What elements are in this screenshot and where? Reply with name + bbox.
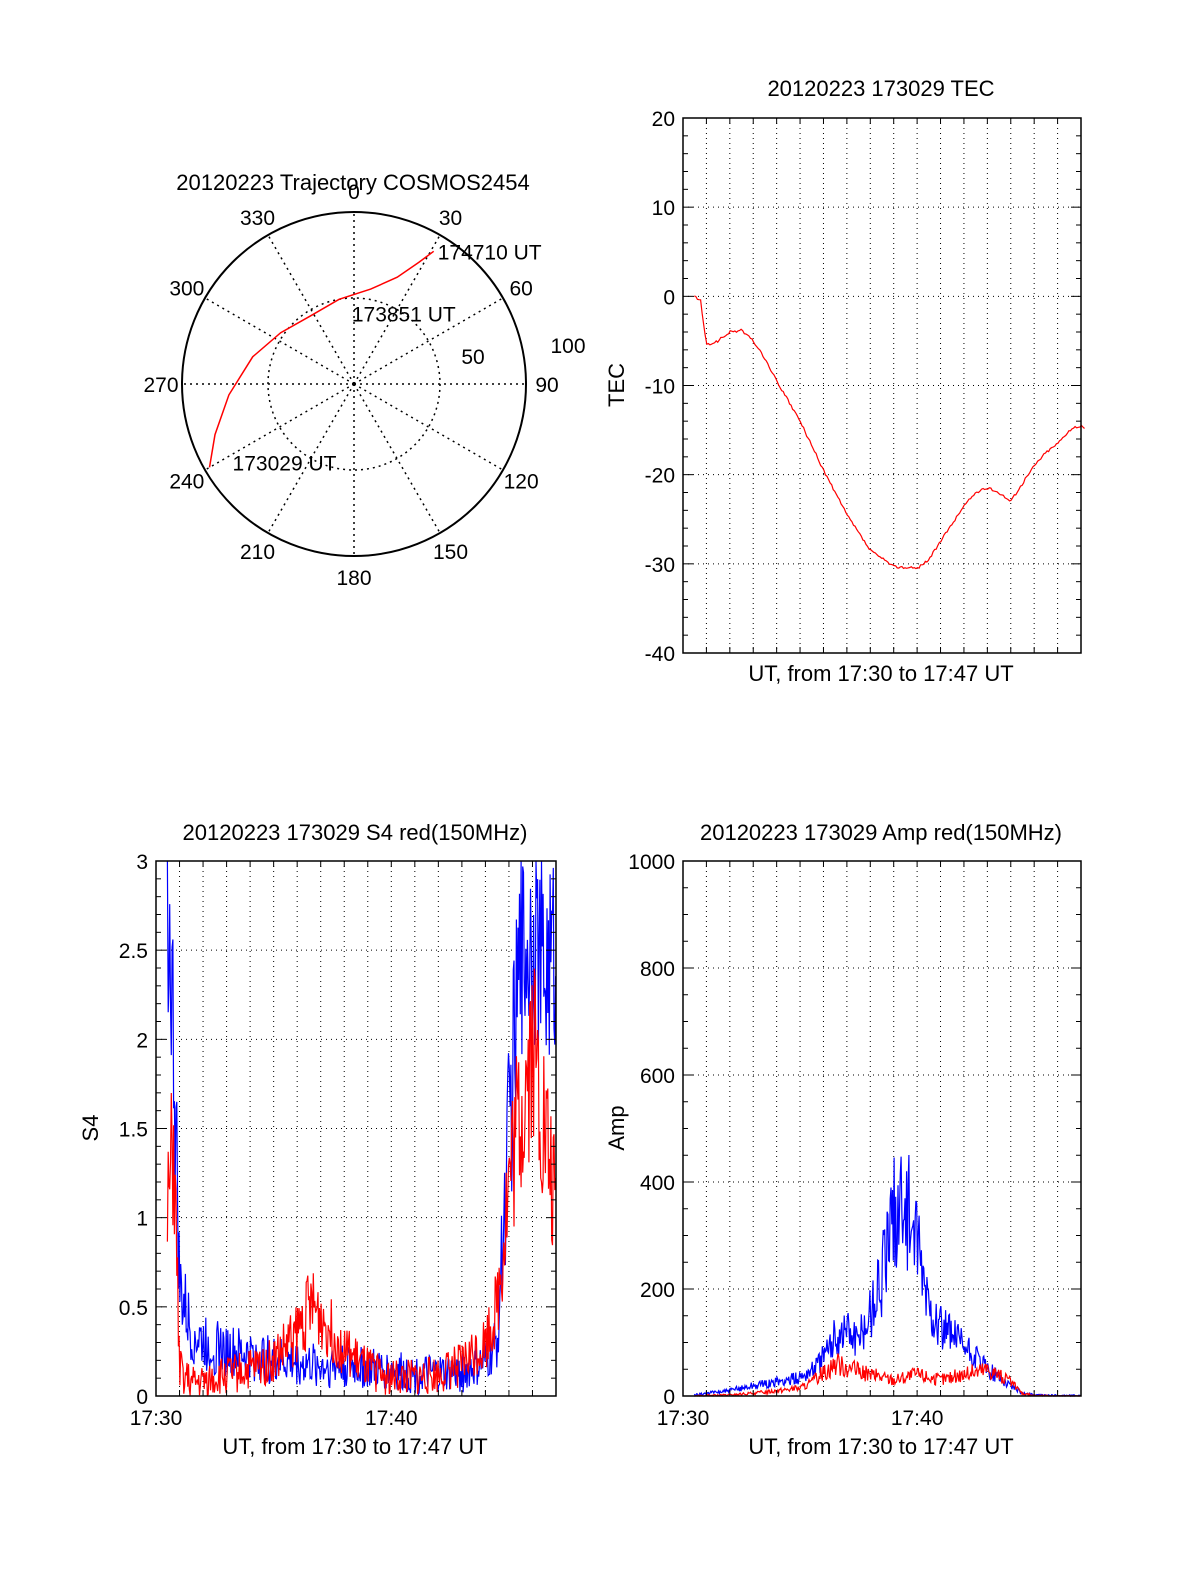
polar-azimuth-label: 210 — [240, 541, 275, 564]
trajectory-line — [208, 250, 435, 468]
trajectory-annotation: 173851 UT — [352, 304, 456, 327]
series-line — [166, 860, 557, 1397]
x-tick-label: 17:30 — [130, 1407, 183, 1430]
polar-azimuth-label: 120 — [504, 471, 539, 494]
y-tick-label: 0 — [136, 1386, 148, 1409]
y-tick-label: -40 — [645, 643, 675, 666]
tec-title: 20120223 173029 TEC — [767, 76, 994, 101]
polar-azimuth-label: 30 — [439, 207, 462, 230]
s4-ylabel: S4 — [78, 1115, 103, 1142]
x-tick-label: 17:30 — [657, 1407, 710, 1430]
series-line — [694, 295, 1085, 570]
y-tick-label: 2 — [136, 1029, 148, 1052]
polar-spoke — [353, 234, 441, 385]
tec-ylabel: TEC — [604, 363, 629, 407]
polar-azimuth-label: 270 — [143, 374, 178, 397]
y-tick-label: 0 — [663, 286, 675, 309]
polar-azimuth-label: 330 — [240, 207, 275, 230]
y-tick-label: 600 — [640, 1065, 675, 1088]
amp-ylabel: Amp — [604, 1105, 629, 1150]
polar-outer-ring — [181, 211, 527, 557]
trajectory-annotation: 173029 UT — [233, 452, 337, 475]
x-tick-label: 17:40 — [365, 1407, 418, 1430]
trajectory-annotation: 174710 UT — [438, 241, 542, 264]
y-tick-label: 800 — [640, 958, 675, 981]
polar-azimuth-label: 60 — [509, 278, 532, 301]
series-line — [694, 1353, 1081, 1397]
polar-azimuth-label: 0 — [348, 181, 360, 204]
polar-azimuth-label: 150 — [433, 541, 468, 564]
y-tick-label: 20 — [652, 108, 675, 131]
plot-frame — [682, 117, 1082, 654]
polar-spoke — [353, 383, 441, 534]
y-tick-label: 10 — [652, 197, 675, 220]
tec-plot-area: 20 10 0 -10 -20 -30 -40 — [645, 108, 1085, 666]
y-tick-label: 3 — [136, 851, 148, 874]
series-line — [693, 1154, 1081, 1398]
polar-azimuth-label: 90 — [535, 374, 558, 397]
y-tick-label: 1 — [136, 1208, 148, 1231]
y-tick-label: 1.5 — [119, 1119, 148, 1142]
polar-radial-label: 100 — [550, 335, 585, 358]
polar-spoke — [353, 297, 504, 385]
polar-azimuth-label: 240 — [169, 471, 204, 494]
y-tick-label: -10 — [645, 376, 675, 399]
y-tick-label: -20 — [645, 465, 675, 488]
y-tick-label: -30 — [645, 554, 675, 577]
polar-radial-label: 50 — [461, 346, 484, 369]
x-tick-label: 17:40 — [891, 1407, 944, 1430]
polar-spoke — [267, 234, 355, 385]
amp-plot-area: 1000 800 600 400 200 017:30 17:40 — [628, 851, 1082, 1430]
s4-title: 20120223 173029 S4 red(150MHz) — [183, 820, 528, 845]
tec-xlabel: UT, from 17:30 to 17:47 UT — [748, 661, 1013, 686]
series-line — [166, 968, 557, 1397]
trajectory-title: 20120223 Trajectory COSMOS2454 — [176, 170, 529, 195]
polar-spoke — [204, 383, 355, 471]
trajectory-chart: 20120223 Trajectory COSMOS2454 0 30 60 90 12… — [143, 170, 585, 590]
polar-spoke — [267, 383, 355, 534]
y-tick-label: 0 — [663, 1386, 675, 1409]
amp-chart: 20120223 173029 Amp red(150MHz) UT, from… — [604, 820, 1082, 1459]
s4-chart: 20120223 173029 S4 red(150MHz) UT, from … — [78, 820, 557, 1459]
y-tick-label: 200 — [640, 1279, 675, 1302]
y-tick-label: 0.5 — [119, 1297, 148, 1320]
amp-title: 20120223 173029 Amp red(150MHz) — [700, 820, 1062, 845]
y-tick-label: 2.5 — [119, 940, 148, 963]
tec-chart: 20120223 173029 TEC UT, from 17:30 to 17… — [604, 76, 1085, 686]
polar-spoke — [204, 297, 355, 385]
y-tick-label: 400 — [640, 1172, 675, 1195]
y-tick-label: 1000 — [628, 851, 675, 874]
polar-azimuth-label: 300 — [169, 278, 204, 301]
polar-marks: 174710 UT 173851 UT 173029 UT — [208, 241, 542, 475]
polar-azimuth-label: 180 — [336, 567, 371, 590]
polar-grid: 0 30 60 90 120 150 180 210 240 270 300 330 50 100 — [143, 181, 585, 590]
polar-spoke — [353, 383, 504, 471]
amp-xlabel: UT, from 17:30 to 17:47 UT — [748, 1434, 1013, 1459]
s4-xlabel: UT, from 17:30 to 17:47 UT — [222, 1434, 487, 1459]
s4-plot-area: 3 2.5 2 1.5 1 0.5 017:30 17:40 — [119, 851, 557, 1430]
